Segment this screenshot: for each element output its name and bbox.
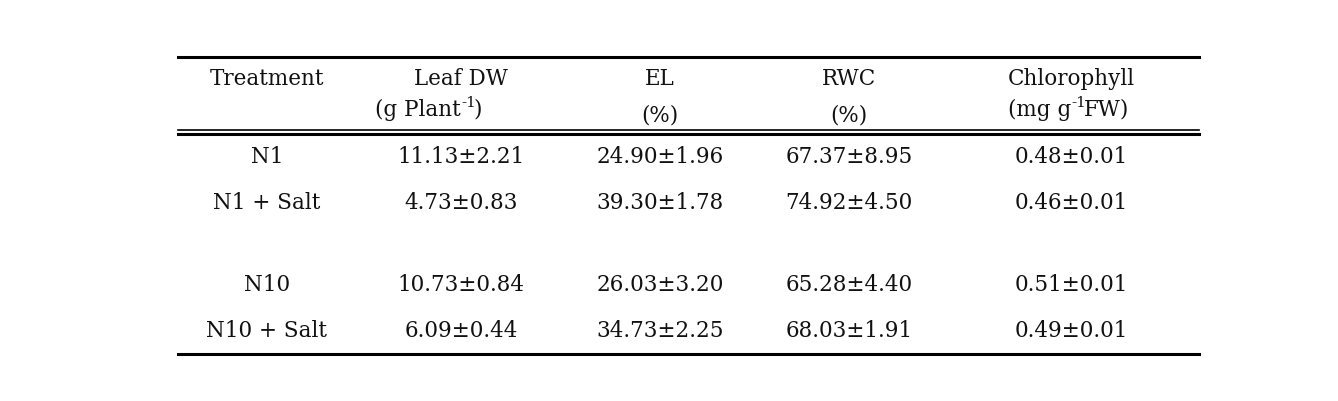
Text: 0.49±0.01: 0.49±0.01 <box>1014 320 1128 342</box>
Text: 24.90±1.96: 24.90±1.96 <box>597 146 724 168</box>
Text: 26.03±3.20: 26.03±3.20 <box>597 274 724 296</box>
Text: 10.73±0.84: 10.73±0.84 <box>397 274 524 296</box>
Text: 6.09±0.44: 6.09±0.44 <box>404 320 518 342</box>
Text: EL: EL <box>645 68 676 90</box>
Text: 0.51±0.01: 0.51±0.01 <box>1014 274 1128 296</box>
Text: (%): (%) <box>642 105 678 127</box>
Text: Leaf DW: Leaf DW <box>415 68 508 90</box>
Text: 0.46±0.01: 0.46±0.01 <box>1014 192 1128 215</box>
Text: N10 + Salt: N10 + Salt <box>206 320 328 342</box>
Text: 67.37±8.95: 67.37±8.95 <box>785 146 913 168</box>
Text: 4.73±0.83: 4.73±0.83 <box>404 192 518 215</box>
Text: 39.30±1.78: 39.30±1.78 <box>597 192 724 215</box>
Text: 68.03±1.91: 68.03±1.91 <box>785 320 913 342</box>
Text: Treatment: Treatment <box>210 68 324 90</box>
Text: 11.13±2.21: 11.13±2.21 <box>397 146 524 168</box>
Text: 34.73±2.25: 34.73±2.25 <box>597 320 724 342</box>
Text: 74.92±4.50: 74.92±4.50 <box>785 192 913 215</box>
Text: N1: N1 <box>250 146 284 168</box>
Text: Chlorophyll: Chlorophyll <box>1008 68 1135 90</box>
Text: (mg g: (mg g <box>1008 99 1072 121</box>
Text: (g Plant: (g Plant <box>375 99 462 121</box>
Text: N10: N10 <box>244 274 290 296</box>
Text: 0.48±0.01: 0.48±0.01 <box>1014 146 1128 168</box>
Text: -1: -1 <box>462 96 476 110</box>
Text: ): ) <box>474 99 482 121</box>
Text: (%): (%) <box>831 105 868 127</box>
Text: -1: -1 <box>1072 96 1086 110</box>
Text: RWC: RWC <box>822 68 876 90</box>
Text: N1 + Salt: N1 + Salt <box>213 192 321 215</box>
Text: FW): FW) <box>1084 99 1129 121</box>
Text: 65.28±4.40: 65.28±4.40 <box>785 274 913 296</box>
